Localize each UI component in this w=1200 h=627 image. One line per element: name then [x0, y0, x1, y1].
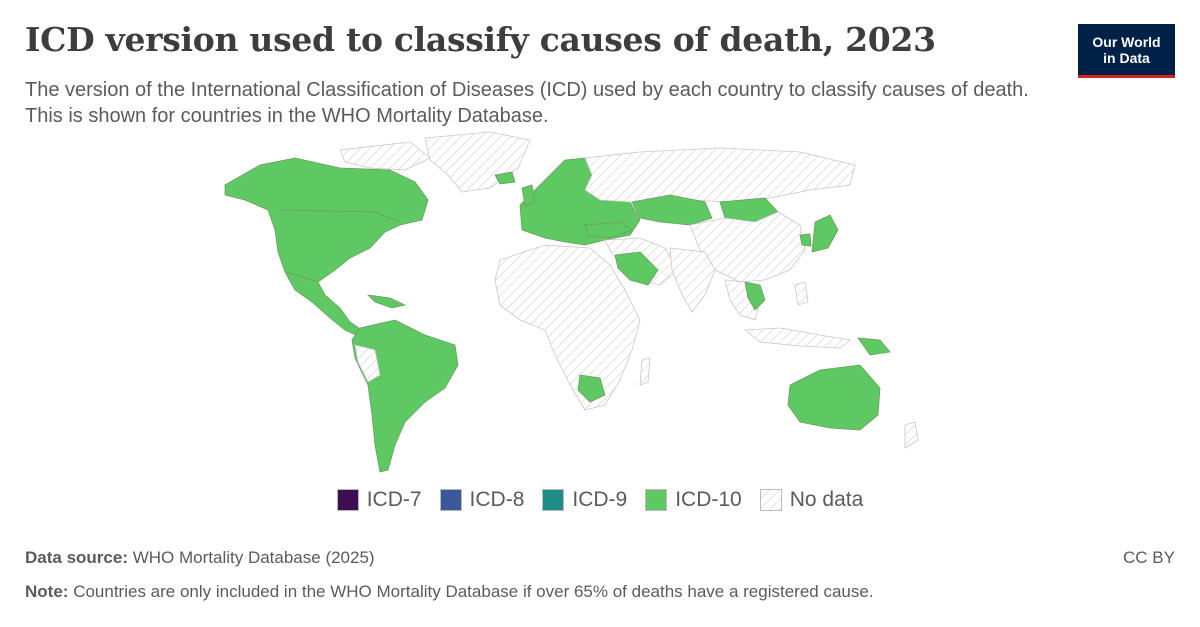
- japan[interactable]: [811, 214, 839, 253]
- russia[interactable]: [584, 147, 856, 206]
- madagascar[interactable]: [639, 357, 651, 386]
- australia[interactable]: [787, 364, 881, 431]
- saudi-arabia[interactable]: [614, 251, 659, 286]
- legend-swatch-no-data: [759, 489, 782, 511]
- south-america[interactable]: [351, 319, 459, 473]
- legend-item-icd7[interactable]: ICD-7: [336, 488, 422, 512]
- north-america[interactable]: [224, 157, 429, 283]
- legend-swatch-icd10: [645, 489, 668, 511]
- note-text: Countries are only included in the WHO M…: [73, 582, 874, 601]
- legend-label-icd10: ICD-10: [675, 488, 742, 511]
- legend: ICD-7 ICD-8 ICD-9 ICD-10 No data: [0, 488, 1200, 512]
- new-zealand[interactable]: [904, 421, 919, 449]
- southern-africa[interactable]: [577, 374, 606, 403]
- legend-label-icd7: ICD-7: [366, 488, 422, 511]
- legend-swatch-icd9: [542, 489, 565, 511]
- papua-new-guinea[interactable]: [857, 337, 891, 356]
- legend-swatch-icd8: [439, 489, 462, 511]
- note-label: Note:: [25, 582, 69, 601]
- legend-item-no-data[interactable]: No data: [759, 488, 864, 512]
- canadian-arctic-islands[interactable]: [339, 141, 431, 171]
- philippines[interactable]: [794, 281, 809, 306]
- indonesia[interactable]: [743, 327, 851, 349]
- south-asia[interactable]: [669, 247, 716, 313]
- thailand[interactable]: [744, 281, 766, 311]
- data-source-link[interactable]: WHO Mortality Database (2025): [132, 548, 375, 567]
- data-source: Data source: WHO Mortality Database (202…: [25, 548, 375, 568]
- us-canada-border: [277, 209, 401, 223]
- legend-swatch-icd7: [336, 489, 359, 511]
- chart-subtitle: The version of the International Classif…: [25, 79, 1029, 127]
- world-map[interactable]: [200, 130, 1000, 480]
- data-source-label: Data source:: [25, 548, 128, 567]
- logo-line-2: in Data: [1103, 49, 1150, 66]
- caribbean[interactable]: [366, 294, 407, 309]
- logo-line-1: Our World: [1092, 33, 1161, 50]
- chart-note: Note: Countries are only included in the…: [25, 582, 874, 602]
- united-kingdom[interactable]: [521, 184, 536, 207]
- legend-item-icd9[interactable]: ICD-9: [542, 488, 627, 512]
- south-america-no-data[interactable]: [354, 344, 381, 383]
- kazakhstan[interactable]: [631, 194, 713, 226]
- legend-item-icd8[interactable]: ICD-8: [439, 488, 525, 512]
- legend-label-no-data: No data: [789, 488, 864, 511]
- mexico-central-america[interactable]: [284, 271, 363, 337]
- south-korea[interactable]: [799, 233, 812, 247]
- africa[interactable]: [494, 244, 641, 411]
- turkey[interactable]: [584, 221, 633, 239]
- legend-label-icd9: ICD-9: [572, 488, 628, 511]
- chart-title: ICD version used to classify causes of d…: [25, 20, 936, 59]
- legend-item-icd10[interactable]: ICD-10: [645, 488, 742, 512]
- legend-label-icd8: ICD-8: [469, 488, 525, 511]
- greenland[interactable]: [424, 131, 531, 193]
- iceland[interactable]: [494, 171, 516, 185]
- license[interactable]: CC BY: [1123, 548, 1175, 567]
- owid-logo[interactable]: Our World in Data: [1078, 24, 1175, 78]
